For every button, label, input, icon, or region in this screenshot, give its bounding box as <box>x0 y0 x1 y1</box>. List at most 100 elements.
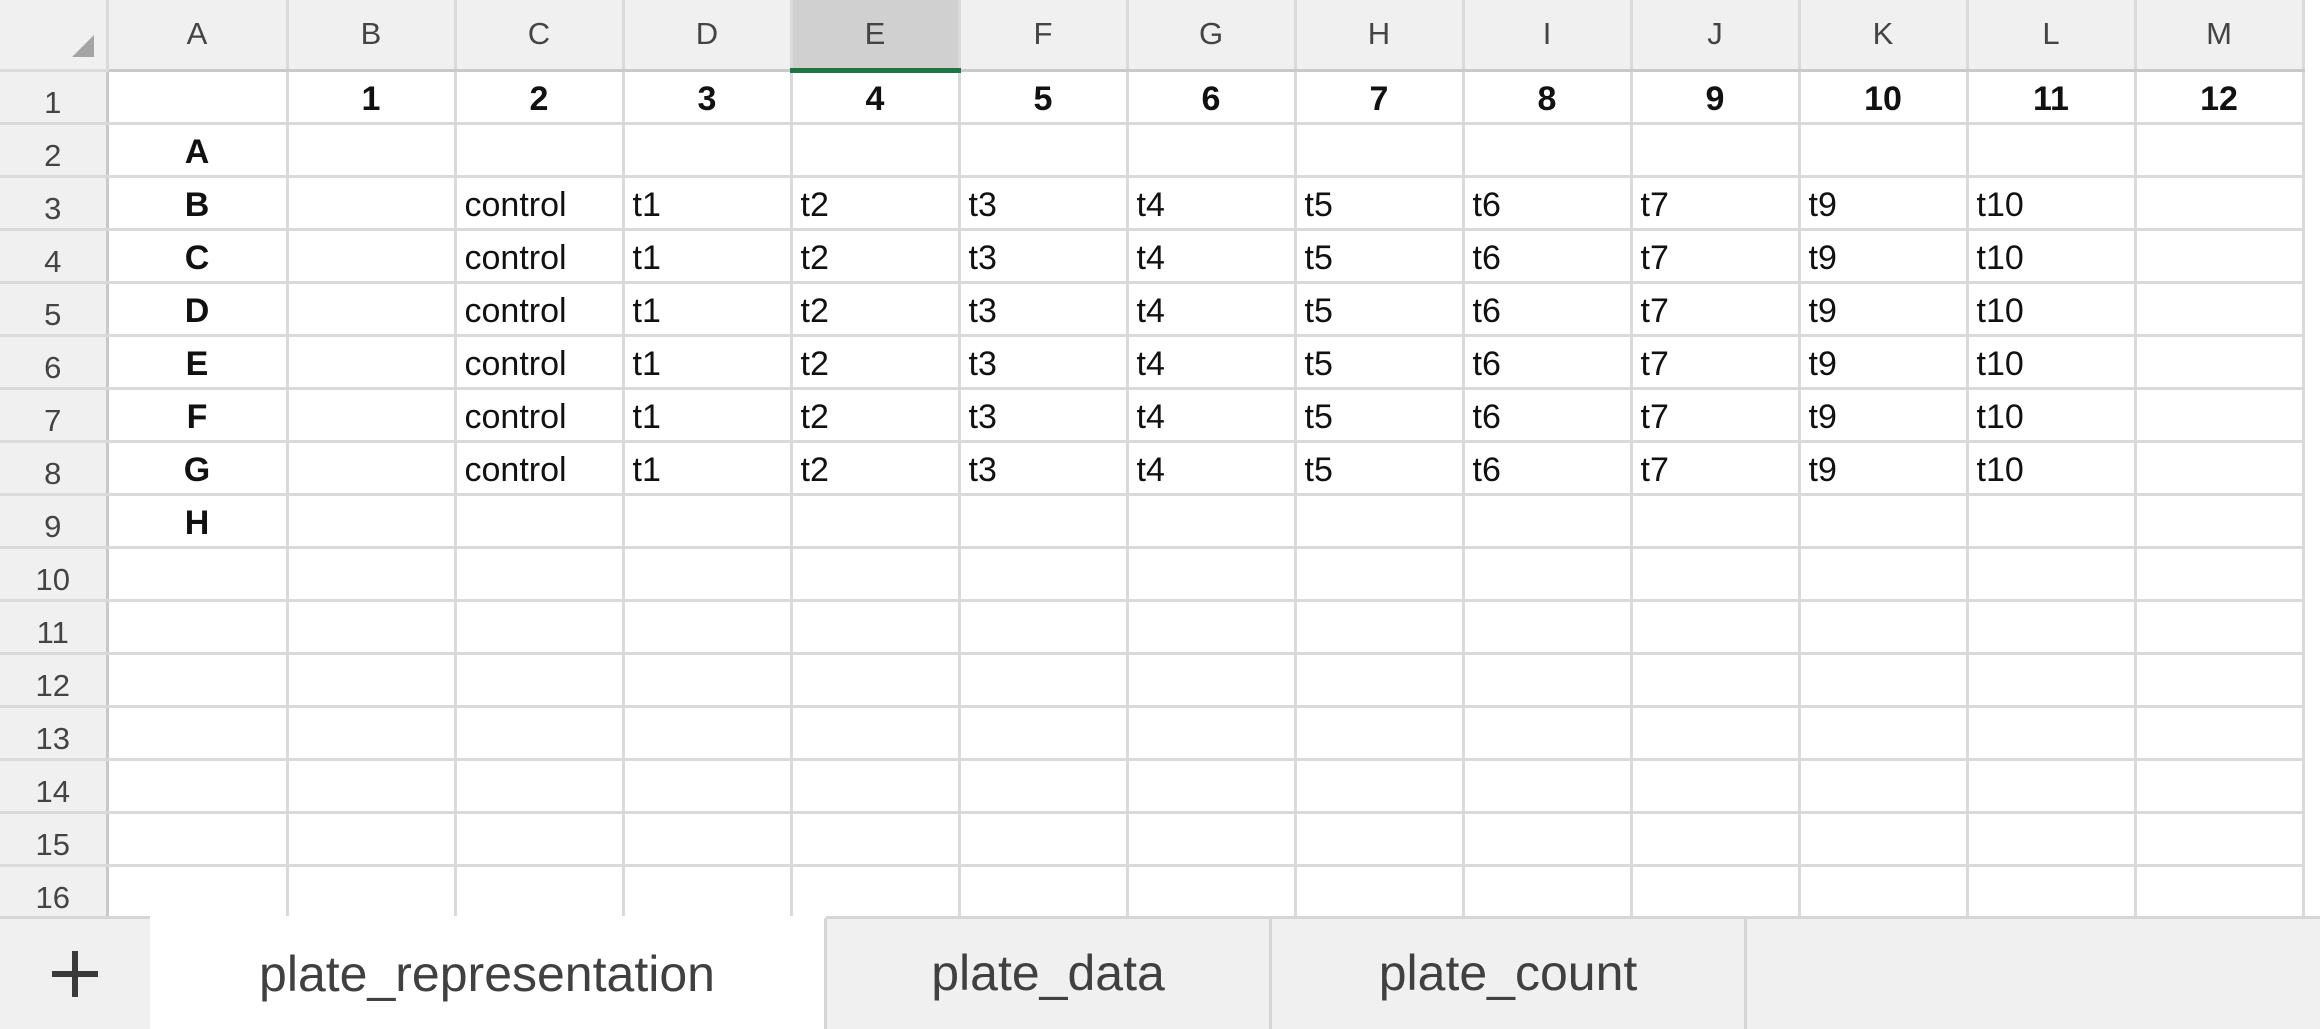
cell-f1[interactable]: 5 <box>959 70 1129 125</box>
cell-l12[interactable] <box>1967 653 2137 708</box>
cell-b14[interactable] <box>287 759 457 814</box>
cell-d2[interactable] <box>623 123 793 178</box>
row-header-15[interactable]: 15 <box>0 812 109 867</box>
cell-c14[interactable] <box>455 759 625 814</box>
cell-m8[interactable] <box>2135 441 2305 496</box>
cell-d11[interactable] <box>623 600 793 655</box>
cell-h8[interactable]: t5 <box>1295 441 1465 496</box>
row-header-12[interactable]: 12 <box>0 653 109 708</box>
column-header-c[interactable]: C <box>455 0 625 72</box>
cell-h11[interactable] <box>1295 600 1465 655</box>
cell-c5[interactable]: control <box>455 282 625 337</box>
cell-h2[interactable] <box>1295 123 1465 178</box>
cell-l1[interactable]: 11 <box>1967 70 2137 125</box>
cell-m6[interactable] <box>2135 335 2305 390</box>
cell-g5[interactable]: t4 <box>1127 282 1297 337</box>
cell-b9[interactable] <box>287 494 457 549</box>
cell-l15[interactable] <box>1967 812 2137 867</box>
row-header-6[interactable]: 6 <box>0 335 109 390</box>
cell-f14[interactable] <box>959 759 1129 814</box>
cell-g4[interactable]: t4 <box>1127 229 1297 284</box>
column-header-g[interactable]: G <box>1127 0 1297 72</box>
cell-d14[interactable] <box>623 759 793 814</box>
cell-e4[interactable]: t2 <box>791 229 961 284</box>
cell-m12[interactable] <box>2135 653 2305 708</box>
cell-i12[interactable] <box>1463 653 1633 708</box>
cell-k8[interactable]: t9 <box>1799 441 1969 496</box>
cell-l16[interactable] <box>1967 865 2137 916</box>
row-header-2[interactable]: 2 <box>0 123 109 178</box>
cell-k12[interactable] <box>1799 653 1969 708</box>
column-header-l[interactable]: L <box>1967 0 2137 72</box>
cell-h16[interactable] <box>1295 865 1465 916</box>
cell-h10[interactable] <box>1295 547 1465 602</box>
cell-l10[interactable] <box>1967 547 2137 602</box>
cell-d16[interactable] <box>623 865 793 916</box>
cell-e13[interactable] <box>791 706 961 761</box>
cell-k11[interactable] <box>1799 600 1969 655</box>
cell-k10[interactable] <box>1799 547 1969 602</box>
cell-a10[interactable] <box>107 547 289 602</box>
cell-l4[interactable]: t10 <box>1967 229 2137 284</box>
cell-b1[interactable]: 1 <box>287 70 457 125</box>
column-header-e[interactable]: E <box>791 0 961 73</box>
cell-m2[interactable] <box>2135 123 2305 178</box>
cell-b7[interactable] <box>287 388 457 443</box>
cell-m5[interactable] <box>2135 282 2305 337</box>
row-header-5[interactable]: 5 <box>0 282 109 337</box>
cell-g15[interactable] <box>1127 812 1297 867</box>
cell-l11[interactable] <box>1967 600 2137 655</box>
cell-c13[interactable] <box>455 706 625 761</box>
sheet-tab-plate-data[interactable]: plate_data <box>827 916 1272 1029</box>
cell-j9[interactable] <box>1631 494 1801 549</box>
column-header-h[interactable]: H <box>1295 0 1465 72</box>
cell-m7[interactable] <box>2135 388 2305 443</box>
cell-m10[interactable] <box>2135 547 2305 602</box>
cell-f4[interactable]: t3 <box>959 229 1129 284</box>
cell-i7[interactable]: t6 <box>1463 388 1633 443</box>
cell-e2[interactable] <box>791 123 961 178</box>
sheet-tab-plate-count[interactable]: plate_count <box>1272 916 1747 1029</box>
cell-l13[interactable] <box>1967 706 2137 761</box>
cell-h1[interactable]: 7 <box>1295 70 1465 125</box>
cell-j16[interactable] <box>1631 865 1801 916</box>
cell-e6[interactable]: t2 <box>791 335 961 390</box>
cell-i1[interactable]: 8 <box>1463 70 1633 125</box>
cell-f5[interactable]: t3 <box>959 282 1129 337</box>
cell-j7[interactable]: t7 <box>1631 388 1801 443</box>
cell-f8[interactable]: t3 <box>959 441 1129 496</box>
row-header-11[interactable]: 11 <box>0 600 109 655</box>
cell-g7[interactable]: t4 <box>1127 388 1297 443</box>
column-header-a[interactable]: A <box>107 0 289 72</box>
cell-k4[interactable]: t9 <box>1799 229 1969 284</box>
cell-c9[interactable] <box>455 494 625 549</box>
cell-m1[interactable]: 12 <box>2135 70 2305 125</box>
cell-f16[interactable] <box>959 865 1129 916</box>
cell-i14[interactable] <box>1463 759 1633 814</box>
cell-e10[interactable] <box>791 547 961 602</box>
cell-i15[interactable] <box>1463 812 1633 867</box>
cell-m11[interactable] <box>2135 600 2305 655</box>
cell-k16[interactable] <box>1799 865 1969 916</box>
cell-j2[interactable] <box>1631 123 1801 178</box>
cell-h9[interactable] <box>1295 494 1465 549</box>
cell-c3[interactable]: control <box>455 176 625 231</box>
cell-b8[interactable] <box>287 441 457 496</box>
cell-l14[interactable] <box>1967 759 2137 814</box>
cell-j4[interactable]: t7 <box>1631 229 1801 284</box>
row-header-1[interactable]: 1 <box>0 70 109 125</box>
cell-k2[interactable] <box>1799 123 1969 178</box>
cell-k1[interactable]: 10 <box>1799 70 1969 125</box>
cell-e9[interactable] <box>791 494 961 549</box>
cell-e16[interactable] <box>791 865 961 916</box>
cell-h14[interactable] <box>1295 759 1465 814</box>
cell-i8[interactable]: t6 <box>1463 441 1633 496</box>
cell-h12[interactable] <box>1295 653 1465 708</box>
cell-j12[interactable] <box>1631 653 1801 708</box>
cell-h5[interactable]: t5 <box>1295 282 1465 337</box>
cell-i3[interactable]: t6 <box>1463 176 1633 231</box>
cell-a12[interactable] <box>107 653 289 708</box>
cell-a8[interactable]: G <box>107 441 289 496</box>
cell-g14[interactable] <box>1127 759 1297 814</box>
